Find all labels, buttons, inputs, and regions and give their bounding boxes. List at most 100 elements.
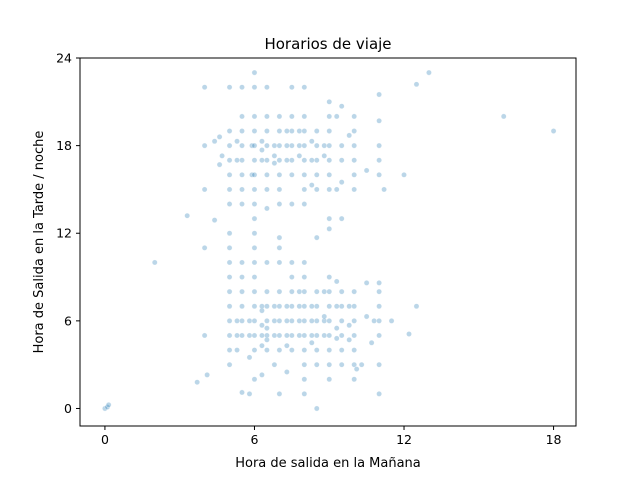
scatter-point	[276, 318, 283, 324]
y-axis-label: Hora de Salida en la Tarde / noche	[32, 131, 47, 354]
scatter-point	[326, 171, 333, 178]
scatter-point	[321, 142, 328, 149]
scatter-point	[226, 318, 233, 324]
scatter-point	[289, 347, 295, 353]
scatter-point	[289, 332, 295, 339]
scatter-point	[264, 157, 270, 164]
scatter-point	[413, 303, 420, 310]
scatter-point	[376, 91, 382, 98]
scatter-point	[313, 157, 320, 164]
scatter-point	[234, 318, 240, 324]
scatter-point	[296, 152, 303, 159]
scatter-point	[376, 391, 382, 397]
scatter-point	[289, 128, 295, 134]
scatter-point	[259, 342, 265, 349]
scatter-point	[301, 274, 308, 280]
scatter-point	[259, 303, 265, 310]
scatter-point	[368, 339, 375, 346]
scatter-point	[296, 288, 303, 295]
scatter-point	[284, 369, 290, 375]
scatter-point	[346, 336, 353, 343]
scatter-point	[289, 171, 295, 178]
scatter-point	[264, 303, 270, 310]
scatter-point	[239, 288, 245, 295]
scatter-point	[289, 318, 295, 324]
chart-title: Horarios de viaje	[264, 35, 391, 53]
scatter-point	[276, 128, 283, 134]
scatter-point	[251, 318, 258, 324]
scatter-point	[353, 366, 360, 372]
scatter-point	[338, 288, 345, 295]
scatter-point	[276, 391, 283, 397]
scatter-point	[376, 280, 382, 286]
scatter-point	[308, 332, 315, 339]
scatter-point	[338, 318, 345, 324]
scatter-point	[239, 201, 245, 207]
scatter-point	[376, 318, 382, 324]
scatter-point	[239, 303, 245, 310]
scatter-point	[251, 142, 258, 149]
scatter-point	[388, 318, 395, 324]
scatter-point	[234, 332, 240, 339]
scatter-point	[251, 215, 258, 222]
scatter-point	[321, 332, 328, 339]
scatter-point	[284, 342, 290, 349]
scatter-point	[313, 186, 320, 193]
scatter-point	[301, 332, 308, 339]
scatter-point	[264, 128, 270, 134]
scatter-point	[201, 186, 208, 193]
y-tick-label: 0	[64, 401, 72, 416]
scatter-point	[216, 134, 223, 140]
scatter-point	[363, 313, 370, 320]
scatter-point	[413, 81, 420, 88]
scatter-point	[363, 280, 370, 286]
scatter-point	[251, 84, 258, 91]
scatter-point	[201, 142, 208, 149]
scatter-point	[194, 379, 200, 386]
scatter-point	[296, 318, 303, 324]
scatter-point	[338, 303, 345, 310]
scatter-point	[313, 347, 320, 353]
x-tick-label: 12	[396, 432, 412, 447]
scatter-point	[296, 332, 303, 339]
scatter-point	[259, 322, 265, 329]
scatter-point	[289, 201, 295, 207]
scatter-point	[321, 313, 328, 320]
scatter-point	[226, 347, 233, 353]
y-tick-label: 12	[56, 226, 72, 241]
scatter-point	[239, 318, 245, 324]
scatter-point	[289, 142, 295, 149]
scatter-point	[301, 186, 308, 193]
scatter-point	[313, 332, 320, 339]
scatter-point	[301, 128, 308, 134]
scatter-point	[264, 113, 270, 120]
scatter-point	[376, 117, 382, 124]
scatter-point	[264, 318, 270, 324]
scatter-point	[246, 391, 253, 397]
scatter-point	[284, 128, 290, 134]
scatter-point	[326, 274, 333, 280]
scatter-point	[376, 332, 382, 339]
scatter-point	[276, 244, 283, 251]
scatter-point	[326, 347, 333, 353]
scatter-point	[351, 332, 358, 339]
scatter-point	[226, 186, 233, 193]
x-tick-label: 0	[101, 432, 109, 447]
y-tick-label: 18	[56, 138, 72, 153]
scatter-point	[251, 113, 258, 120]
scatter-point	[264, 347, 270, 353]
scatter-point	[284, 142, 290, 149]
scatter-point	[376, 303, 382, 310]
scatter-point	[301, 157, 308, 164]
scatter-point	[426, 69, 432, 76]
scatter-point	[351, 186, 358, 193]
scatter-point	[264, 336, 270, 343]
scatter-point	[326, 318, 333, 324]
scatter-point	[271, 152, 278, 159]
scatter-point	[338, 215, 345, 222]
scatter-point	[251, 332, 258, 339]
scatter-point	[301, 288, 308, 295]
scatter-point	[351, 142, 358, 149]
scatter-point	[301, 113, 308, 120]
